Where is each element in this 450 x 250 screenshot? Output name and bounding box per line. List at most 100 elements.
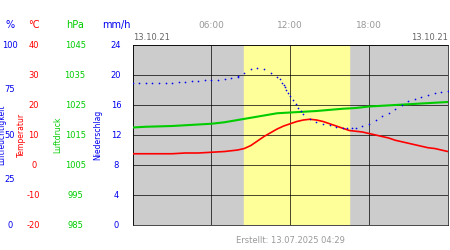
Point [326, 123, 333, 127]
Text: 06:00: 06:00 [198, 21, 225, 30]
Text: 13.10.21: 13.10.21 [133, 34, 170, 42]
Point [280, 83, 287, 87]
Point [306, 116, 314, 120]
Point [348, 126, 356, 130]
Text: 995: 995 [68, 190, 83, 200]
Text: 100: 100 [2, 40, 18, 50]
Point [339, 126, 346, 130]
Text: 20: 20 [111, 70, 122, 80]
Point [289, 98, 297, 102]
Point [234, 74, 241, 78]
Point [267, 71, 274, 75]
Point [129, 80, 136, 84]
Text: 1005: 1005 [65, 160, 86, 170]
Text: Temperatur: Temperatur [17, 113, 26, 157]
Point [149, 80, 156, 84]
Text: 20: 20 [28, 100, 39, 110]
Point [188, 79, 195, 83]
Point [333, 125, 340, 129]
Point [195, 79, 202, 83]
Point [313, 120, 320, 124]
Point [182, 80, 189, 84]
Point [175, 80, 182, 84]
Text: 50: 50 [4, 130, 15, 140]
Point [300, 112, 307, 116]
Point [418, 95, 425, 99]
Point [431, 91, 438, 95]
Point [215, 78, 222, 82]
Text: 10: 10 [28, 130, 39, 140]
Text: -10: -10 [27, 190, 40, 200]
Text: 0: 0 [7, 220, 13, 230]
Text: 13.10.21: 13.10.21 [411, 34, 448, 42]
Text: 0: 0 [113, 220, 119, 230]
Point [234, 74, 241, 78]
Point [283, 88, 290, 92]
Point [352, 126, 360, 130]
Text: Erstellt: 13.07.2025 04:29: Erstellt: 13.07.2025 04:29 [236, 236, 345, 245]
Text: 16: 16 [111, 100, 122, 110]
Text: 1035: 1035 [65, 70, 86, 80]
Point [136, 80, 143, 84]
Point [247, 67, 254, 71]
Point [359, 124, 366, 128]
Text: 4: 4 [113, 190, 119, 200]
Point [292, 102, 299, 105]
Text: 1045: 1045 [65, 40, 86, 50]
Text: 24: 24 [111, 40, 122, 50]
Text: 40: 40 [28, 40, 39, 50]
Text: %: % [5, 20, 14, 30]
Point [274, 74, 281, 78]
Text: 12:00: 12:00 [277, 21, 303, 30]
Point [385, 110, 392, 114]
Text: 75: 75 [4, 86, 15, 94]
Text: 1015: 1015 [65, 130, 86, 140]
Point [378, 114, 386, 118]
Point [228, 76, 235, 80]
Point [320, 122, 327, 126]
Point [411, 97, 418, 101]
Point [142, 80, 149, 84]
Point [365, 122, 373, 126]
Text: -20: -20 [27, 220, 40, 230]
Point [287, 94, 294, 98]
Point [437, 90, 445, 94]
Point [221, 77, 228, 81]
Point [208, 78, 215, 82]
Point [284, 91, 291, 95]
Text: °C: °C [28, 20, 40, 30]
Point [372, 118, 379, 122]
Point [281, 85, 288, 89]
Point [343, 126, 350, 130]
Point [424, 92, 432, 96]
Text: 985: 985 [67, 220, 83, 230]
Text: 18:00: 18:00 [356, 21, 382, 30]
Point [261, 67, 268, 71]
Text: mm/h: mm/h [102, 20, 130, 30]
Text: 8: 8 [113, 160, 119, 170]
Point [279, 80, 286, 84]
Point [168, 80, 176, 84]
Text: Luftdruck: Luftdruck [53, 117, 62, 153]
Text: hPa: hPa [66, 20, 84, 30]
Text: 1025: 1025 [65, 100, 86, 110]
Text: Niederschlag: Niederschlag [94, 110, 103, 160]
Point [201, 78, 208, 82]
Point [398, 103, 405, 107]
Point [241, 71, 248, 75]
Point [276, 77, 284, 81]
Text: 25: 25 [4, 176, 15, 184]
Text: 30: 30 [28, 70, 39, 80]
Text: 12: 12 [111, 130, 122, 140]
Point [162, 80, 169, 84]
Point [392, 107, 399, 111]
Text: Luftfeuchtigkeit: Luftfeuchtigkeit [0, 105, 7, 165]
Point [444, 89, 450, 93]
Text: 0: 0 [31, 160, 36, 170]
Point [254, 66, 261, 70]
Point [297, 109, 304, 113]
Point [405, 99, 412, 103]
Point [294, 106, 302, 110]
Bar [244, 45, 349, 225]
Point [155, 80, 162, 84]
